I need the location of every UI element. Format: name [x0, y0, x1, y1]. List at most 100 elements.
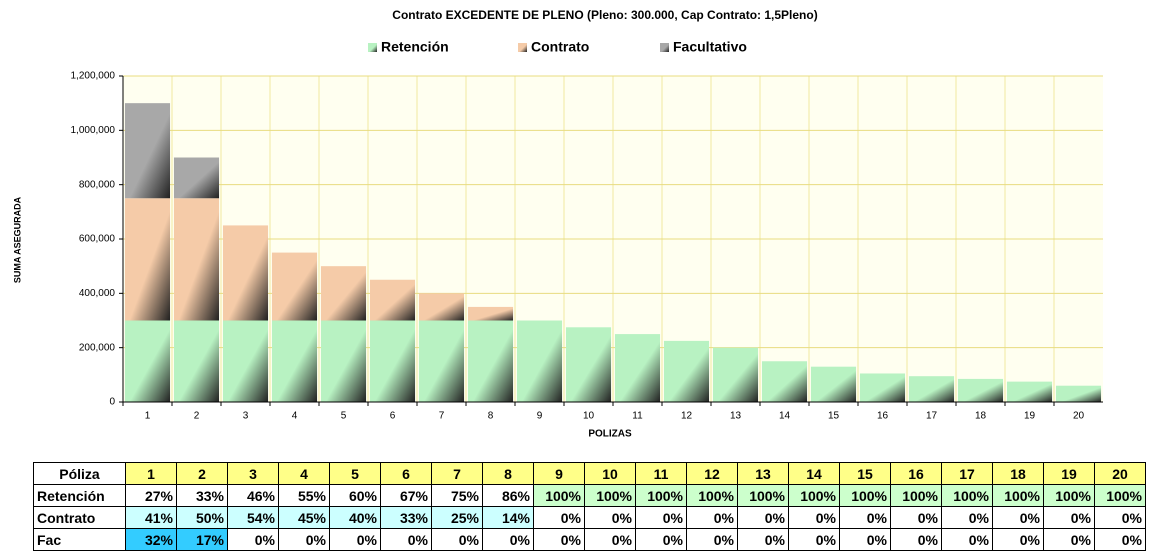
table-cell: 40% — [329, 506, 381, 529]
table-cell: 0% — [380, 528, 432, 551]
bar-segment — [124, 320, 171, 402]
x-tick-label: 19 — [1024, 411, 1036, 422]
table-cell: 100% — [1094, 484, 1146, 507]
table-cell: 0% — [788, 506, 840, 529]
table-cell: 0% — [839, 506, 891, 529]
x-tick-label: 10 — [583, 411, 595, 422]
table-cell: 100% — [890, 484, 942, 507]
x-tick-label: 4 — [292, 411, 298, 422]
table-cell: 100% — [1043, 484, 1095, 507]
table-cell: Contrato — [33, 506, 126, 529]
bar-segment — [810, 366, 857, 402]
table-cell: 0% — [1043, 506, 1095, 529]
bar-segment — [173, 157, 220, 199]
y-tick-label: 600,000 — [79, 234, 116, 245]
table-cell: 45% — [278, 506, 330, 529]
table-cell: 100% — [992, 484, 1044, 507]
y-tick-label: 400,000 — [79, 288, 116, 299]
table-cell: 6 — [380, 462, 432, 485]
x-tick-label: 14 — [779, 411, 791, 422]
y-tick-label: 200,000 — [79, 342, 116, 353]
percent-table: Póliza 1 2 3 4 5 6 7 8 9 10 11 12 13 14 15 16 17 18 19 20 Ret… — [33, 462, 1146, 551]
table-cell: 33% — [176, 484, 228, 507]
table-cell: 0% — [431, 528, 483, 551]
table-cell: 0% — [533, 506, 585, 529]
table-cell: 0% — [584, 506, 636, 529]
table-cell: 0% — [941, 528, 993, 551]
x-tick-label: 12 — [681, 411, 693, 422]
x-tick-label: 13 — [730, 411, 742, 422]
table-cell: 16 — [890, 462, 942, 485]
y-axis-label: SUMA ASEGURADA — [12, 196, 22, 283]
legend-label: Retención — [381, 39, 449, 55]
bar-segment — [908, 376, 955, 402]
table-cell: 0% — [329, 528, 381, 551]
bar-segment — [761, 361, 808, 402]
y-tick-label: 1,200,000 — [71, 71, 116, 82]
table-cell: 0% — [1094, 528, 1146, 551]
table-cell: 0% — [890, 506, 942, 529]
x-axis-label: POLIZAS — [588, 429, 632, 440]
table-cell: 13 — [737, 462, 789, 485]
table-cell: 100% — [635, 484, 687, 507]
bar-segment — [712, 347, 759, 402]
table-row: Póliza 1 2 3 4 5 6 7 8 9 10 11 12 13 14 15 16 17 18 19 20 — [33, 462, 1146, 485]
table-cell: 54% — [227, 506, 279, 529]
x-tick-label: 11 — [632, 411, 643, 422]
table-cell: 5 — [329, 462, 381, 485]
bar-segment — [320, 266, 367, 321]
x-tick-label: 5 — [341, 411, 347, 422]
table-cell: 12 — [686, 462, 738, 485]
legend-swatch — [368, 43, 377, 52]
table-cell: 0% — [635, 528, 687, 551]
legend-swatch — [518, 43, 527, 52]
table-cell: 8 — [482, 462, 534, 485]
table-cell: 25% — [431, 506, 483, 529]
table-cell: 33% — [380, 506, 432, 529]
table-cell: 0% — [737, 506, 789, 529]
table-cell: 100% — [788, 484, 840, 507]
table-cell: 10 — [584, 462, 636, 485]
bar-segment — [124, 198, 171, 321]
table-cell: Póliza — [33, 462, 126, 485]
bar-segment — [1006, 381, 1053, 402]
table-cell: 100% — [584, 484, 636, 507]
table-cell: 0% — [1043, 528, 1095, 551]
table-cell: 75% — [431, 484, 483, 507]
chart-title: Contrato EXCEDENTE DE PLENO (Pleno: 300.… — [392, 8, 817, 22]
table-cell: 41% — [125, 506, 177, 529]
table-cell: 2 — [176, 462, 228, 485]
table-cell: 19 — [1043, 462, 1095, 485]
table-cell: 0% — [533, 528, 585, 551]
x-tick-label: 8 — [488, 411, 494, 422]
table-cell: 0% — [686, 528, 738, 551]
bar-segment — [1055, 385, 1102, 402]
x-tick-label: 18 — [975, 411, 987, 422]
bar-segment — [663, 340, 710, 402]
x-tick-label: 1 — [145, 411, 151, 422]
table-cell: 100% — [839, 484, 891, 507]
bar-segment — [516, 320, 563, 402]
bar-segment — [467, 306, 514, 321]
table-cell: 100% — [686, 484, 738, 507]
table-cell: 100% — [737, 484, 789, 507]
y-tick-label: 800,000 — [79, 179, 116, 190]
bar-segment — [173, 198, 220, 321]
table-cell: 46% — [227, 484, 279, 507]
table-cell: 0% — [992, 506, 1044, 529]
table-cell: 0% — [227, 528, 279, 551]
x-tick-label: 17 — [926, 411, 938, 422]
x-tick-label: 20 — [1073, 411, 1085, 422]
bar-segment — [614, 334, 661, 402]
table-cell: 100% — [941, 484, 993, 507]
bar-segment — [271, 252, 318, 321]
table-cell: 7 — [431, 462, 483, 485]
bar-segment — [271, 320, 318, 402]
bar-segment — [957, 378, 1004, 402]
table-row: Retención 27% 33% 46% 55% 60% 67% 75% 86% 100% 100… — [33, 484, 1146, 507]
table-cell: 60% — [329, 484, 381, 507]
table-cell: 9 — [533, 462, 585, 485]
table-cell: 0% — [635, 506, 687, 529]
table-cell: Fac — [33, 528, 126, 551]
bar-segment — [859, 373, 906, 402]
